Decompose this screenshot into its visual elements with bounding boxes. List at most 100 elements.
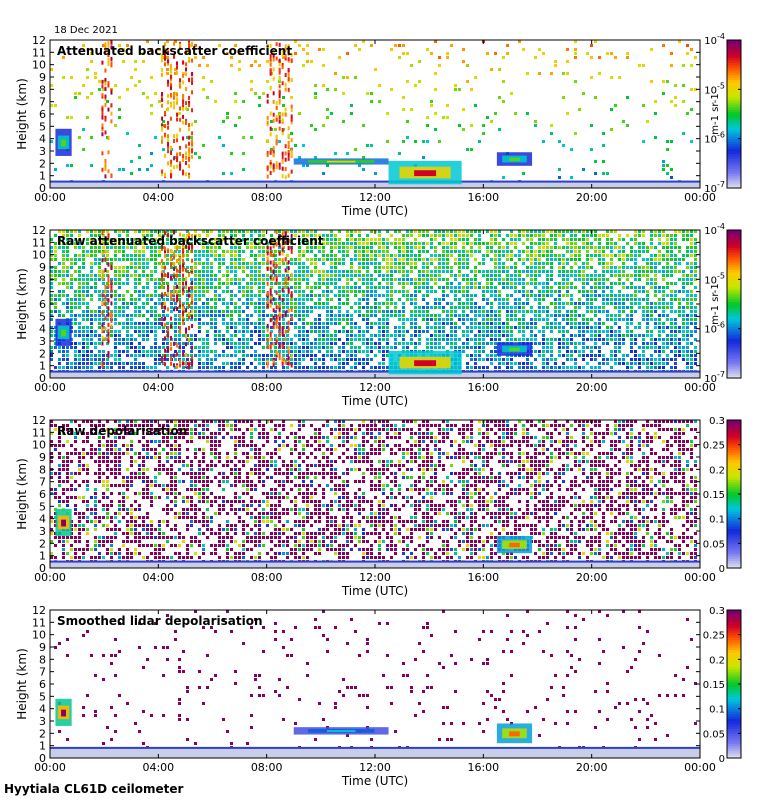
y-tick-label: 9 (39, 641, 46, 654)
x-axis-label: Time (UTC) (341, 394, 408, 408)
y-tick-label: 12 (32, 414, 46, 427)
y-tick-label: 12 (32, 604, 46, 617)
y-tick-label: 2 (39, 347, 46, 360)
footer-label: Hyytiala CL61D ceilometer (4, 782, 184, 796)
panel-title: Attenuated backscatter coefficient (57, 44, 292, 58)
heatmap-area (50, 230, 700, 378)
y-tick-label: 4 (39, 513, 46, 526)
colorbar-tick-label: 10-4 (704, 222, 725, 237)
y-tick-label: 2 (39, 537, 46, 550)
boundary-layer-top (50, 746, 700, 749)
y-tick-label: 1 (39, 360, 46, 373)
y-tick-label: 6 (39, 298, 46, 311)
y-tick-label: 8 (39, 463, 46, 476)
colorbar: 0 0.05 0.1 0.15 0.2 0.25 0.3 (703, 606, 742, 765)
y-tick-label: 5 (39, 500, 46, 513)
y-tick-label: 10 (32, 629, 46, 642)
colorbar-unit: m-1 sr-1 (710, 93, 721, 135)
colorbar-tick-label: 10-7 (704, 180, 725, 195)
x-tick-label: 12:00 (359, 761, 391, 774)
y-tick-label: 2 (39, 727, 46, 740)
x-axis-label: Time (UTC) (341, 774, 408, 788)
colorbar-tick-label: 0.15 (703, 680, 725, 691)
colorbar: 10-710-610-510-4m-1 sr-1 (704, 32, 742, 195)
boundary-layer-top (50, 560, 700, 563)
y-tick-label: 3 (39, 335, 46, 348)
y-tick-label: 7 (39, 96, 46, 109)
y-tick-label: 3 (39, 145, 46, 158)
y-tick-label: 6 (39, 678, 46, 691)
y-tick-label: 10 (32, 59, 46, 72)
panel-title: Raw attenuated backscatter coefficient (57, 234, 324, 248)
x-tick-label: 08:00 (251, 191, 283, 204)
x-tick-label: 16:00 (467, 191, 499, 204)
precipitation-curtain (101, 230, 113, 368)
aerosol-layer (293, 727, 389, 735)
colorbar-tick-label: 0.05 (703, 729, 725, 740)
panel-title: Smoothed lidar depolarisation (57, 614, 263, 628)
colorbar-tick-label: 0 (719, 754, 725, 765)
panel-1: Attenuated backscatter coefficient012345… (15, 32, 742, 218)
y-tick-label: 12 (32, 224, 46, 237)
x-tick-label: 08:00 (251, 571, 283, 584)
y-tick-label: 0 (39, 752, 46, 765)
precipitation-curtain (161, 230, 194, 370)
x-tick-label: 12:00 (359, 571, 391, 584)
colorbar-tick-label: 0.2 (709, 465, 725, 476)
panel-2: Raw attenuated backscatter coefficient01… (15, 222, 742, 408)
x-tick-label: 12:00 (359, 191, 391, 204)
y-tick-label: 9 (39, 261, 46, 274)
x-tick-label: 20:00 (576, 381, 608, 394)
cloud-feature (496, 342, 533, 356)
cloud-feature (388, 160, 462, 185)
cloud-feature (496, 535, 533, 554)
cloud-feature (55, 318, 72, 346)
x-tick-label: 00:00 (684, 571, 716, 584)
colorbar-tick-label: 0.3 (709, 416, 725, 427)
colorbar-tick-label: 0.2 (709, 655, 725, 666)
cloud-feature (55, 508, 72, 536)
y-axis-label: Height (km) (15, 268, 29, 339)
x-axis-label: Time (UTC) (341, 584, 408, 598)
aerosol-layer (293, 158, 389, 165)
colorbar-tick-label: 0.05 (703, 539, 725, 550)
y-tick-label: 1 (39, 550, 46, 563)
y-tick-label: 2 (39, 157, 46, 170)
y-tick-label: 10 (32, 439, 46, 452)
y-tick-label: 11 (32, 236, 46, 249)
colorbar-tick-label: 10-4 (704, 32, 725, 47)
colorbar-tick-label: 0.15 (703, 490, 725, 501)
y-tick-label: 0 (39, 372, 46, 385)
y-tick-label: 9 (39, 71, 46, 84)
colorbar-unit: m-1 sr-1 (710, 283, 721, 325)
x-tick-label: 00:00 (684, 191, 716, 204)
y-tick-label: 12 (32, 34, 46, 47)
y-tick-label: 11 (32, 46, 46, 59)
colorbar: 0 0.05 0.1 0.15 0.2 0.25 0.3 (703, 416, 742, 575)
y-tick-label: 8 (39, 83, 46, 96)
y-tick-label: 5 (39, 690, 46, 703)
x-tick-label: 20:00 (576, 191, 608, 204)
y-tick-label: 5 (39, 310, 46, 323)
heatmap-area (50, 40, 700, 188)
cloud-feature (388, 350, 462, 375)
x-tick-label: 16:00 (467, 761, 499, 774)
y-tick-label: 0 (39, 562, 46, 575)
cloud-feature (496, 152, 533, 166)
y-tick-label: 7 (39, 476, 46, 489)
x-tick-label: 00:00 (34, 191, 66, 204)
precipitation-curtain (161, 40, 194, 179)
x-tick-label: 04:00 (142, 571, 174, 584)
colorbar-tick-label: 0.1 (709, 515, 725, 526)
y-axis-label: Height (km) (15, 78, 29, 149)
x-tick-label: 00:00 (684, 381, 716, 394)
panel-title: Raw depolarisation (57, 424, 187, 438)
y-tick-label: 6 (39, 108, 46, 121)
colorbar-tick-label: 10-7 (704, 370, 725, 385)
boundary-layer-top (50, 180, 700, 183)
colorbar-tick-label: 0 (719, 564, 725, 575)
y-tick-label: 7 (39, 286, 46, 299)
colorbar: 10-710-610-510-4m-1 sr-1 (704, 222, 742, 385)
